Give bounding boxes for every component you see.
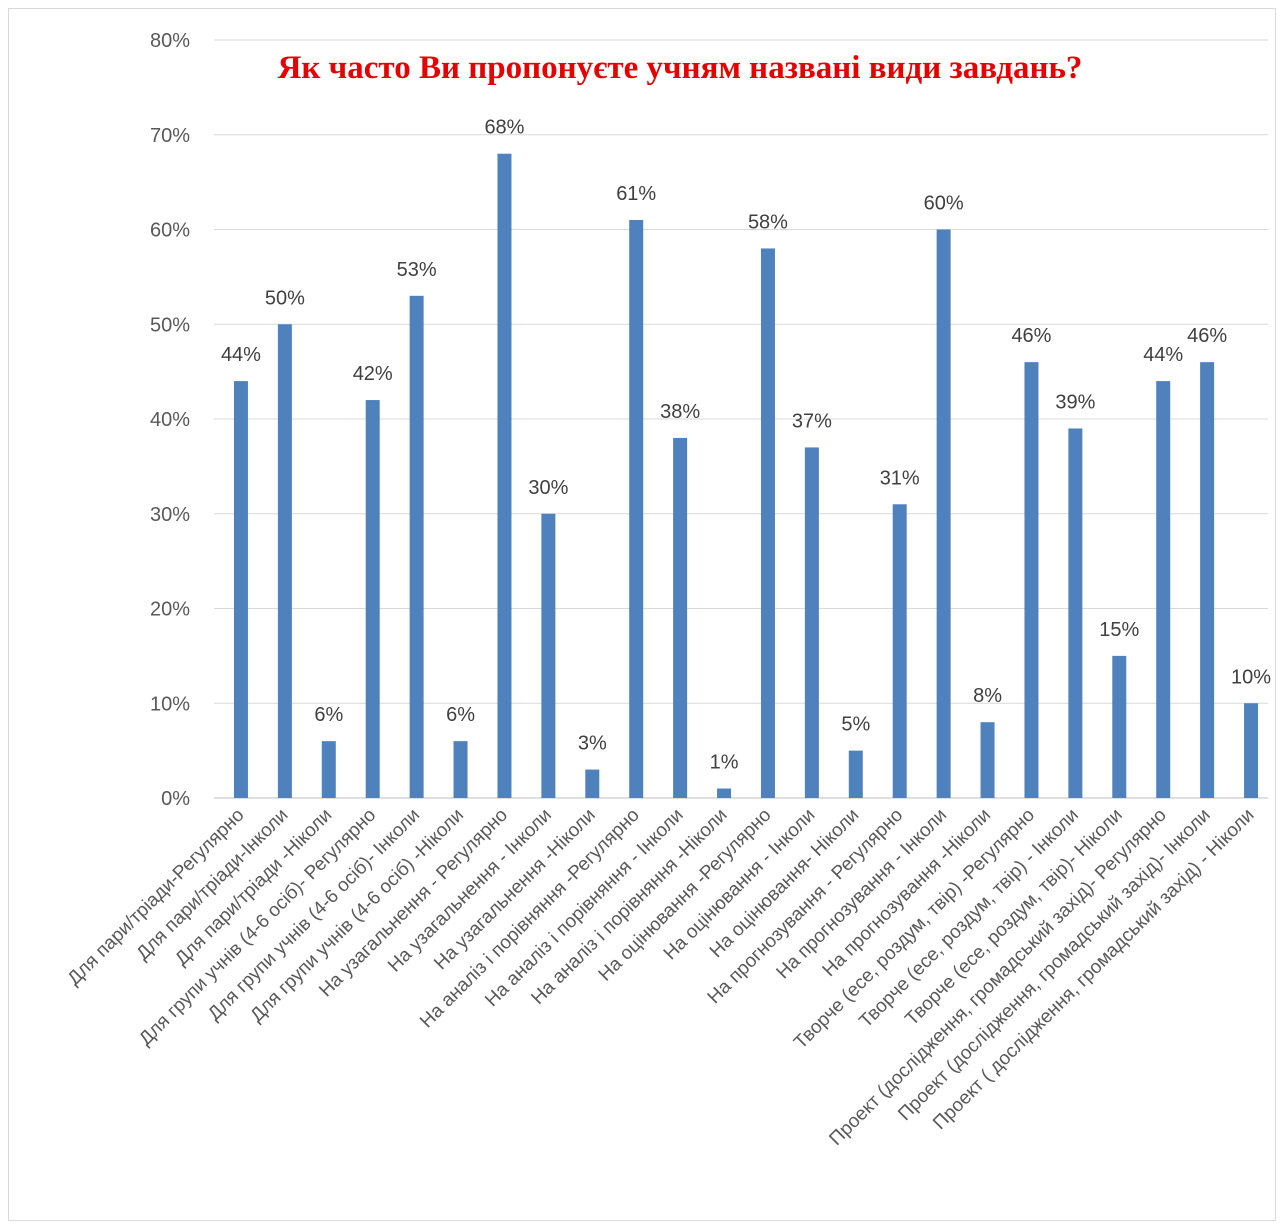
bar [848, 750, 863, 798]
data-label: 10% [1231, 666, 1271, 688]
data-label: 31% [880, 467, 920, 489]
y-tick-label: 70% [150, 125, 190, 147]
bar [365, 400, 380, 798]
y-tick-label: 50% [150, 314, 190, 336]
bar [980, 722, 995, 798]
data-label: 6% [314, 704, 343, 726]
data-label: 39% [1055, 391, 1095, 413]
bar [585, 769, 600, 798]
data-labels: 44% 50% 6% 42% 53% 6% 68% 30% 3% 61% 38% 1% 58% 37% 5%… [221, 117, 1271, 774]
y-tick-label: 80% [150, 30, 190, 52]
bar [936, 229, 951, 798]
data-label: 5% [841, 714, 870, 736]
bar [892, 504, 907, 798]
y-tick-label: 60% [150, 220, 190, 242]
data-label: 58% [748, 211, 788, 233]
bar [673, 437, 688, 798]
data-label: 8% [973, 685, 1002, 707]
data-label: 30% [528, 477, 568, 499]
bar [1200, 362, 1215, 798]
bar [1112, 655, 1127, 798]
data-label: 68% [484, 117, 524, 139]
bar [804, 447, 819, 798]
bar [497, 153, 512, 798]
bar [629, 220, 644, 798]
bar [541, 513, 556, 798]
bar [409, 295, 424, 798]
bar [1068, 428, 1083, 798]
data-label: 60% [924, 193, 964, 215]
data-label: 46% [1011, 325, 1051, 347]
bar [453, 741, 468, 798]
bar [1024, 362, 1039, 798]
bars [233, 153, 1259, 798]
data-label: 37% [792, 410, 832, 432]
y-tick-label: 30% [150, 504, 190, 526]
bar [321, 741, 336, 798]
gridlines [214, 39, 1268, 799]
y-tick-label: 0% [161, 788, 190, 810]
data-label: 38% [660, 401, 700, 423]
y-tick-label: 40% [150, 409, 190, 431]
y-tick-label: 10% [150, 693, 190, 715]
data-label: 15% [1099, 619, 1139, 641]
bar [760, 248, 775, 798]
chart-title: Як часто Ви пропонуєте учням названі вид… [278, 50, 1083, 86]
y-tick-label: 20% [150, 599, 190, 621]
bar [233, 381, 248, 798]
data-label: 46% [1187, 325, 1227, 347]
data-label: 6% [446, 704, 475, 726]
data-label: 1% [710, 752, 739, 774]
data-label: 3% [578, 733, 607, 755]
data-label: 53% [397, 259, 437, 281]
data-label: 50% [265, 287, 305, 309]
bar [717, 788, 732, 798]
data-label: 42% [353, 363, 393, 385]
data-label: 44% [221, 344, 261, 366]
bar [1244, 703, 1259, 798]
y-axis-tick-labels: 0% 10% 20% 30% 40% 50% 60% 70% 80% [150, 30, 190, 810]
data-label: 44% [1143, 344, 1183, 366]
data-label: 61% [616, 183, 656, 205]
bar [1156, 381, 1171, 798]
bar [277, 324, 292, 798]
